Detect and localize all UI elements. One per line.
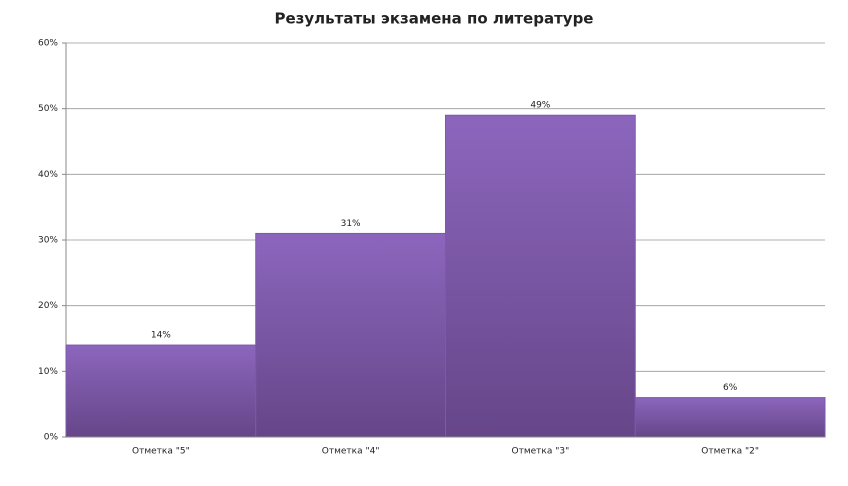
y-tick-label: 0% — [44, 433, 59, 443]
value-label: 14% — [151, 331, 171, 341]
value-label: 49% — [530, 101, 550, 111]
bar — [255, 232, 446, 438]
y-tick-label: 30% — [38, 236, 58, 246]
y-tick-label: 40% — [38, 170, 58, 180]
y-tick-label: 50% — [38, 104, 58, 114]
bar — [634, 397, 826, 438]
chart-title: Результаты экзамена по литературе — [275, 10, 594, 28]
y-tick-label: 20% — [38, 301, 58, 311]
x-tick-label: Отметка "4" — [322, 447, 380, 457]
x-tick-label: Отметка "2" — [701, 447, 759, 457]
y-tick-label: 60% — [38, 39, 58, 49]
x-tick-label: Отметка "3" — [512, 447, 570, 457]
bar — [445, 114, 636, 438]
x-tick-label: Отметка "5" — [132, 447, 190, 457]
y-tick-label: 10% — [38, 367, 58, 377]
value-label: 31% — [341, 219, 361, 229]
bar — [65, 344, 257, 438]
value-label: 6% — [723, 383, 738, 393]
